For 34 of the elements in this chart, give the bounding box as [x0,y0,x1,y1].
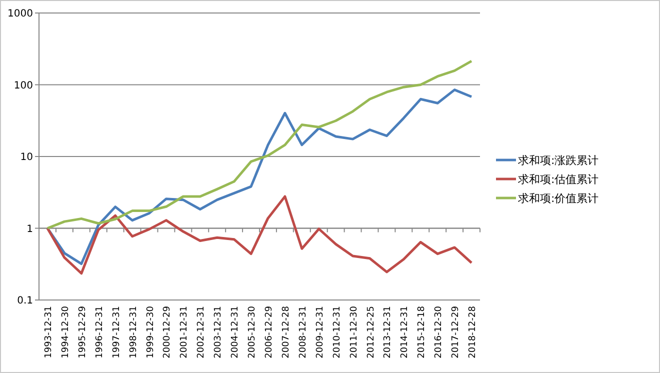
x-tick-label: 1994-12-30 [60,306,71,358]
x-tick-label: 1993-12-31 [44,306,54,358]
x-tick-label: 2012-12-25 [366,306,376,358]
x-tick-label: 1996-12-31 [94,306,105,358]
x-tick-label: 2000-12-29 [162,306,173,358]
x-tick-label: 2017-12-29 [451,306,462,358]
x-tick-label: 1997-12-31 [112,306,122,358]
legend-label: 求和项:涨跌累计 [518,154,599,167]
x-tick-label: 1998-12-31 [128,306,139,358]
x-tick-label: 2013-12-31 [383,306,394,358]
y-tick-label: 1 [26,224,33,235]
y-tick-label: 100 [14,80,33,92]
x-tick-label: 2018-12-28 [468,306,478,358]
x-tick-label: 1995-12-29 [78,306,88,358]
y-tick-label: 10 [20,152,33,163]
x-tick-label: 2009-12-31 [315,306,326,358]
x-tick-label: 2005-12-30 [248,306,258,358]
x-tick-label: 2016-12-30 [434,306,444,358]
x-tick-label: 2010-12-31 [332,306,342,358]
x-tick-label: 2014-12-31 [400,306,410,358]
x-tick-label: 1999-12-30 [146,306,156,358]
y-tick-label: 1000 [8,8,33,20]
legend-label: 求和项:价值累计 [518,192,599,205]
x-tick-label: 2008-12-31 [298,306,308,358]
x-tick-label: 2015-12-18 [417,306,428,358]
x-tick-label: 2001-12-31 [180,306,190,358]
legend-label: 求和项:估值累计 [518,173,599,186]
x-tick-label: 2007-12-28 [281,306,292,358]
x-tick-label: 2011-12-30 [349,306,360,358]
x-tick-label: 2004-12-31 [230,306,241,358]
x-tick-label: 2003-12-31 [214,306,224,358]
y-tick-label: 0.1 [17,296,33,306]
x-tick-label: 2006-12-29 [264,306,274,358]
x-tick-label: 2002-12-31 [196,306,207,358]
